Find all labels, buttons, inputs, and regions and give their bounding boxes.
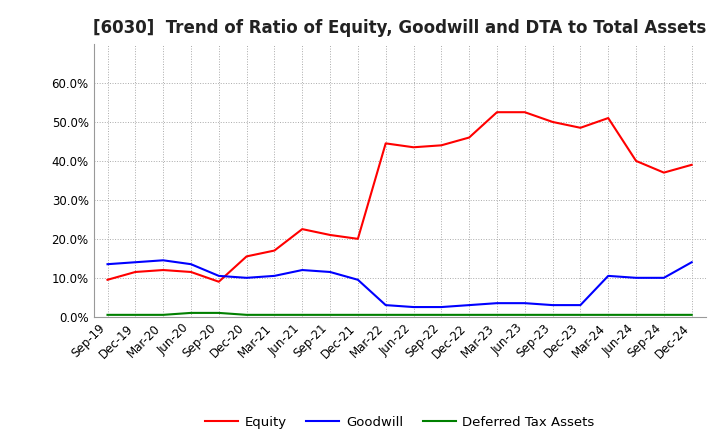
Deferred Tax Assets — [576, 312, 585, 318]
Equity — [382, 141, 390, 146]
Equity — [631, 158, 640, 164]
Equity — [186, 269, 195, 275]
Goodwill — [242, 275, 251, 280]
Equity — [492, 110, 501, 115]
Goodwill — [382, 302, 390, 308]
Equity — [409, 145, 418, 150]
Line: Goodwill: Goodwill — [107, 260, 692, 307]
Goodwill — [437, 304, 446, 310]
Deferred Tax Assets — [688, 312, 696, 318]
Equity — [660, 170, 668, 175]
Goodwill — [521, 301, 529, 306]
Goodwill — [409, 304, 418, 310]
Goodwill — [660, 275, 668, 280]
Deferred Tax Assets — [437, 312, 446, 318]
Deferred Tax Assets — [549, 312, 557, 318]
Equity — [437, 143, 446, 148]
Equity — [298, 227, 307, 232]
Equity — [103, 277, 112, 282]
Deferred Tax Assets — [298, 312, 307, 318]
Goodwill — [131, 260, 140, 265]
Deferred Tax Assets — [492, 312, 501, 318]
Deferred Tax Assets — [270, 312, 279, 318]
Equity — [131, 269, 140, 275]
Deferred Tax Assets — [242, 312, 251, 318]
Equity — [576, 125, 585, 130]
Equity — [549, 119, 557, 125]
Goodwill — [604, 273, 613, 279]
Title: [6030]  Trend of Ratio of Equity, Goodwill and DTA to Total Assets: [6030] Trend of Ratio of Equity, Goodwil… — [93, 19, 706, 37]
Equity — [354, 236, 362, 242]
Deferred Tax Assets — [215, 310, 223, 315]
Deferred Tax Assets — [409, 312, 418, 318]
Line: Deferred Tax Assets: Deferred Tax Assets — [107, 313, 692, 315]
Deferred Tax Assets — [354, 312, 362, 318]
Line: Equity: Equity — [107, 112, 692, 282]
Legend: Equity, Goodwill, Deferred Tax Assets: Equity, Goodwill, Deferred Tax Assets — [199, 411, 600, 434]
Equity — [688, 162, 696, 168]
Deferred Tax Assets — [465, 312, 474, 318]
Deferred Tax Assets — [382, 312, 390, 318]
Equity — [521, 110, 529, 115]
Goodwill — [354, 277, 362, 282]
Equity — [159, 268, 168, 273]
Goodwill — [465, 302, 474, 308]
Goodwill — [688, 260, 696, 265]
Goodwill — [325, 269, 334, 275]
Goodwill — [492, 301, 501, 306]
Goodwill — [298, 268, 307, 273]
Goodwill — [103, 261, 112, 267]
Goodwill — [576, 302, 585, 308]
Deferred Tax Assets — [604, 312, 613, 318]
Goodwill — [549, 302, 557, 308]
Goodwill — [270, 273, 279, 279]
Deferred Tax Assets — [660, 312, 668, 318]
Equity — [242, 254, 251, 259]
Goodwill — [215, 273, 223, 279]
Deferred Tax Assets — [159, 312, 168, 318]
Equity — [325, 232, 334, 238]
Deferred Tax Assets — [103, 312, 112, 318]
Goodwill — [159, 258, 168, 263]
Deferred Tax Assets — [131, 312, 140, 318]
Deferred Tax Assets — [521, 312, 529, 318]
Equity — [270, 248, 279, 253]
Deferred Tax Assets — [631, 312, 640, 318]
Equity — [604, 115, 613, 121]
Goodwill — [186, 261, 195, 267]
Deferred Tax Assets — [186, 310, 195, 315]
Goodwill — [631, 275, 640, 280]
Equity — [465, 135, 474, 140]
Deferred Tax Assets — [325, 312, 334, 318]
Equity — [215, 279, 223, 284]
